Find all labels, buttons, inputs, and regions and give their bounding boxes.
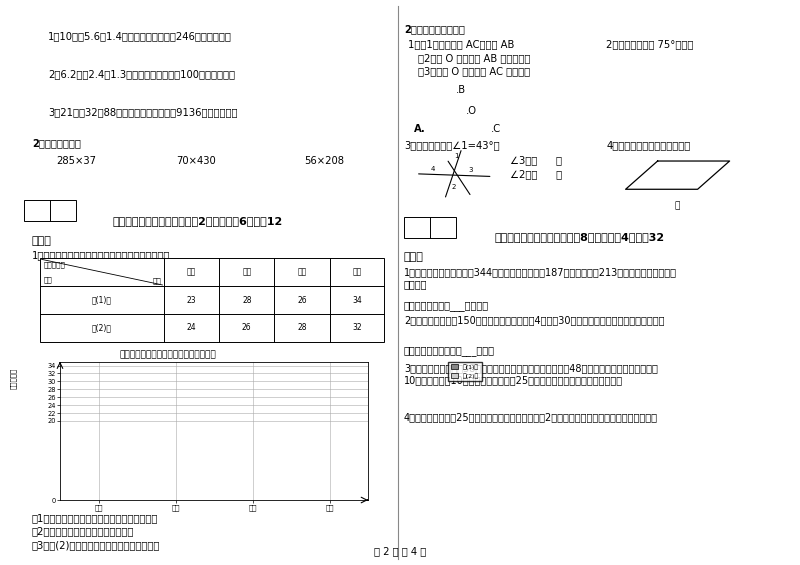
Text: .C: .C [491, 124, 502, 134]
Text: 2．画一画，填一填。: 2．画一画，填一填。 [404, 24, 465, 34]
Text: 评卷人: 评卷人 [56, 206, 70, 215]
Text: 1．（1）画出直线 AC，射线 AB: 1．（1）画出直线 AC，射线 AB [408, 40, 514, 50]
Bar [40, 258, 384, 342]
Y-axis label: 数量（个）: 数量（个） [10, 368, 17, 389]
Text: 3．四年级两位老师带38名同学去参观航天展览，成人门票费48元，儿童门票费是半价；如果: 3．四年级两位老师带38名同学去参观航天展览，成人门票费48元，儿童门票费是半价… [404, 363, 658, 373]
Text: 底: 底 [675, 202, 680, 211]
Text: 班级: 班级 [44, 276, 53, 282]
Text: 4．一个停车场，有25辆大巴，中巴的辆数是大巴的2倍，小轿车的辆数比大巴和中巴辆数的总: 4．一个停车场，有25辆大巴，中巴的辆数是大巴的2倍，小轿车的辆数比大巴和中巴辆… [404, 412, 658, 423]
Text: 23: 23 [186, 295, 197, 305]
Text: 答：两天一共卖出___张门票。: 答：两天一共卖出___张门票。 [404, 301, 489, 311]
Text: 七月: 七月 [353, 268, 362, 277]
Text: 答：购回梨和苹果一共___千克。: 答：购回梨和苹果一共___千克。 [404, 346, 495, 356]
Text: 得分: 得分 [30, 206, 40, 215]
Text: 第 2 页 共 4 页: 第 2 页 共 4 页 [374, 546, 426, 557]
Text: 10人以上（包括10人）可以购团票每人25元，怎样购票最划算，并说明理由。: 10人以上（包括10人）可以购团票每人25元，怎样购票最划算，并说明理由。 [404, 375, 623, 385]
Text: 六月: 六月 [298, 268, 306, 277]
Text: 285×37: 285×37 [56, 156, 96, 166]
Text: 70×430: 70×430 [176, 156, 216, 166]
Text: .O: .O [466, 106, 477, 116]
Text: （2）你能得到哪些信息？（写两条）: （2）你能得到哪些信息？（写两条） [32, 527, 134, 537]
Text: 四(2)班: 四(2)班 [92, 323, 112, 332]
Text: 四月: 四月 [187, 268, 196, 277]
Text: 28: 28 [242, 295, 251, 305]
Text: 分）。: 分）。 [404, 252, 424, 262]
Text: 2: 2 [452, 184, 456, 190]
Text: （3）再过 O 点画射线 AC 的重线。: （3）再过 O 点画射线 AC 的重线。 [418, 67, 530, 77]
Text: 56×208: 56×208 [304, 156, 344, 166]
Text: ∠2＝（      ）: ∠2＝（ ） [510, 170, 562, 180]
Text: 2．用竖式计算。: 2．用竖式计算。 [32, 138, 81, 149]
Text: 34: 34 [352, 295, 362, 305]
Text: 4: 4 [430, 166, 434, 172]
Text: 1．育才小学四年级两个班回收易拉罐情况如下表。: 1．育才小学四年级两个班回收易拉罐情况如下表。 [32, 250, 170, 260]
Text: 评卷人: 评卷人 [436, 223, 450, 232]
Text: 24: 24 [186, 323, 197, 332]
Text: 4．画出平行四边形底上的高。: 4．画出平行四边形底上的高。 [606, 140, 690, 150]
Bar [404, 217, 456, 238]
Text: 28: 28 [298, 323, 306, 332]
Text: 1．海豚馆第一天卖出门票344张，第二天上午卖出187张，下午卖出213张，两天一共卖出多少: 1．海豚馆第一天卖出门票344张，第二天上午卖出187张，下午卖出213张，两天… [404, 267, 677, 277]
Text: 张门票？: 张门票？ [404, 279, 427, 289]
Text: 2．6.2减去2.4与1.3的和，所得的差乘以100，积是多少？: 2．6.2减去2.4与1.3的和，所得的差乘以100，积是多少？ [48, 69, 235, 79]
Text: 1: 1 [454, 153, 459, 159]
Text: 六、应用知识，解决问题（共8小题，每题4分，共32: 六、应用知识，解决问题（共8小题，每题4分，共32 [494, 232, 665, 242]
Text: 26: 26 [242, 323, 252, 332]
Text: 32: 32 [352, 323, 362, 332]
Text: 3．下图中，已知∠1=43°，: 3．下图中，已知∠1=43°， [404, 140, 500, 150]
Text: 五月: 五月 [242, 268, 251, 277]
Text: 分）。: 分）。 [32, 236, 52, 246]
Text: 得分: 得分 [410, 223, 420, 232]
Text: 3．21乘以32与88的积，所得的积再减去9136，差是多少？: 3．21乘以32与88的积，所得的积再减去9136，差是多少？ [48, 107, 238, 117]
Text: 四(1)班: 四(1)班 [92, 295, 112, 305]
Text: ∠3＝（      ）: ∠3＝（ ） [510, 155, 562, 166]
Legend: 四(1)班, 四(2)班: 四(1)班, 四(2)班 [448, 362, 482, 381]
Text: 26: 26 [297, 295, 307, 305]
Text: （1）根据统计表完成上面的复式条形统计图。: （1）根据统计表完成上面的复式条形统计图。 [32, 513, 158, 523]
Text: 育才小学四年级两个班回收易拉罐统计图: 育才小学四年级两个班回收易拉罐统计图 [120, 350, 216, 359]
Text: 2．水果店购回苹果150千克，购回梨比苹果的4倍还多30千克，购回梨和苹果一共多少千克？: 2．水果店购回苹果150千克，购回梨比苹果的4倍还多30千克，购回梨和苹果一共多… [404, 315, 665, 325]
Text: A.: A. [414, 124, 426, 134]
Text: 五、认真思考，综合能力（共2小题，每题6分，共12: 五、认真思考，综合能力（共2小题，每题6分，共12 [112, 216, 282, 226]
Text: 数量（个）: 数量（个） [44, 261, 66, 268]
Text: 月份: 月份 [153, 278, 162, 284]
Text: 3: 3 [468, 167, 473, 173]
Text: 1．10减去5.6与1.4的和，所得的差去除246，商是多少？: 1．10减去5.6与1.4的和，所得的差去除246，商是多少？ [48, 31, 232, 41]
Text: .B: .B [456, 85, 466, 95]
Text: （2）过 O 点画射线 AB 的平行线。: （2）过 O 点画射线 AB 的平行线。 [418, 53, 530, 63]
Text: 2．用量角器画一 75°的角。: 2．用量角器画一 75°的角。 [606, 40, 694, 50]
Text: （3）四(2)班四个月一共回收多少个易拉罐？: （3）四(2)班四个月一共回收多少个易拉罐？ [32, 540, 160, 550]
Bar [24, 200, 76, 221]
